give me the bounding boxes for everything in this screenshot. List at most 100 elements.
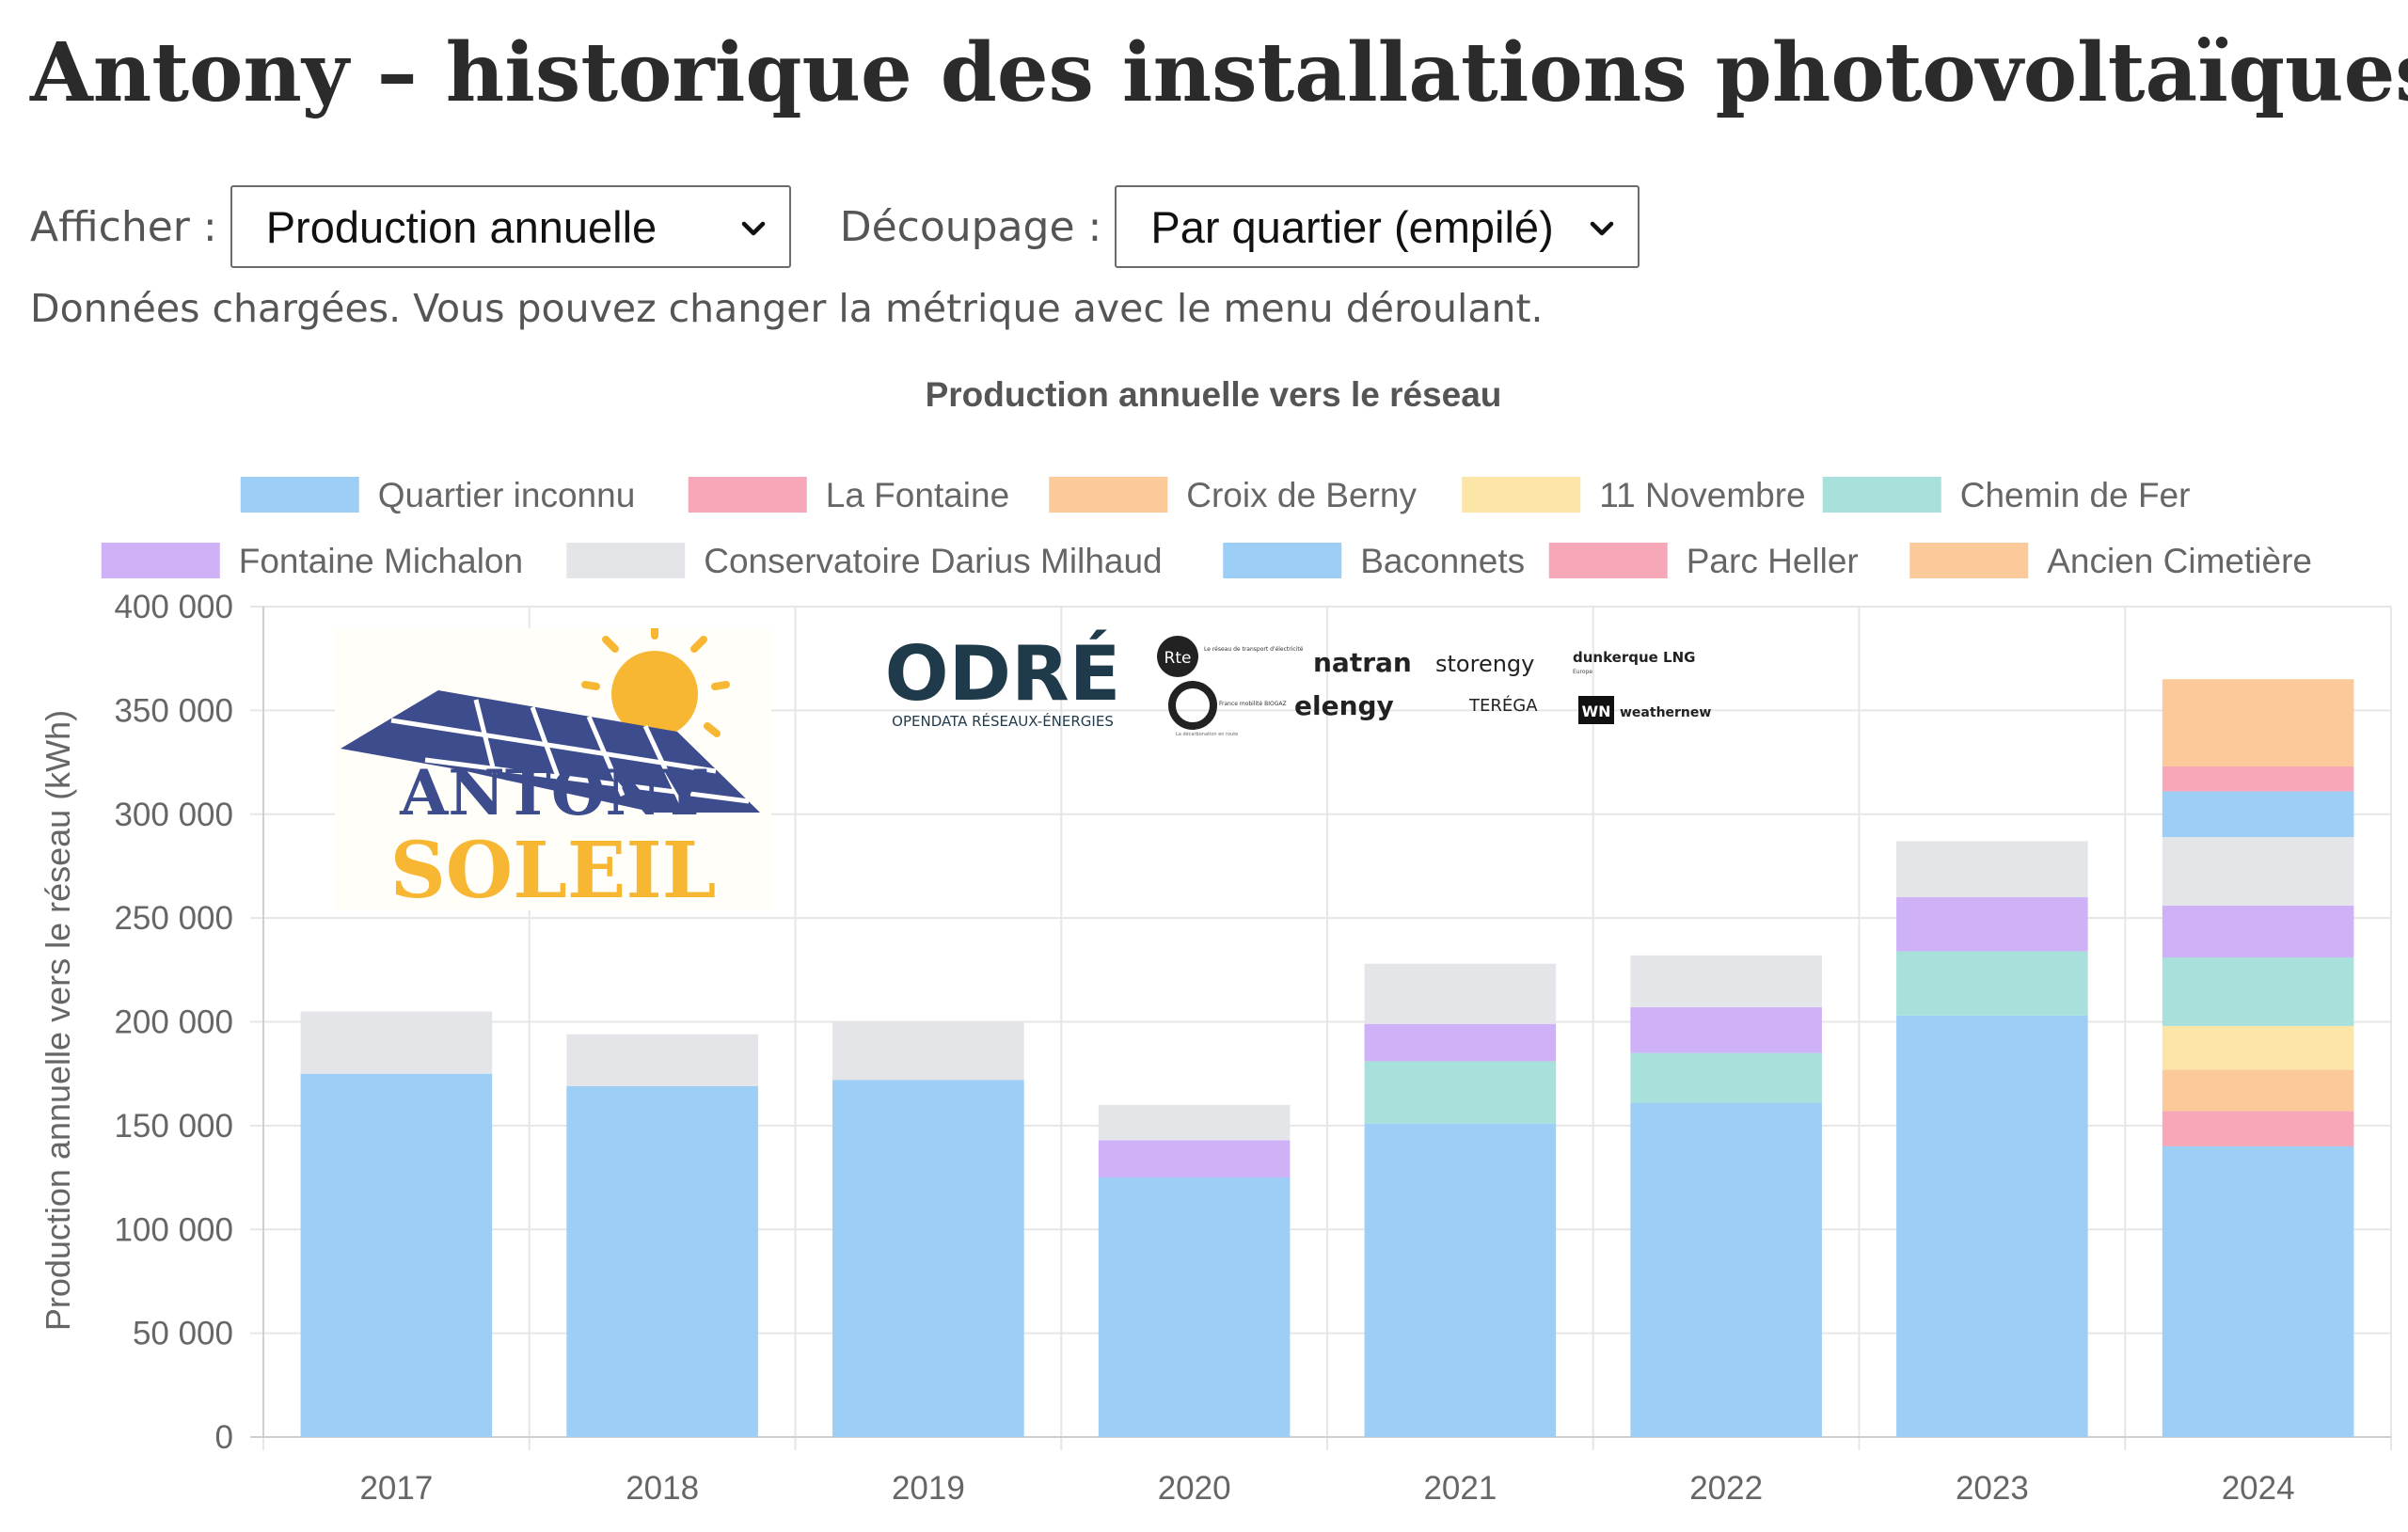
legend-swatch-croix-de-berny[interactable] [1049, 477, 1168, 513]
partner-logos: Rte Le réseau de transport d'électricité… [1157, 636, 1712, 737]
bar-2021-chemin-de-fer[interactable] [1364, 1061, 1557, 1124]
x-tick-label: 2023 [1956, 1470, 2029, 1507]
rte-tagline: Le réseau de transport d'électricité [1204, 646, 1304, 653]
chart-legend: Quartier inconnu La Fontaine Croix de Bern… [101, 476, 2312, 580]
legend-swatch-chemin-de-fer[interactable] [1822, 477, 1941, 513]
bar-2020-fontaine-michalon[interactable] [1098, 1140, 1291, 1178]
bar-2021-fontaine-michalon[interactable] [1364, 1023, 1557, 1062]
bar-2020-quartier-inconnu[interactable] [1098, 1177, 1291, 1437]
x-tick-label: 2021 [1423, 1470, 1497, 1507]
split-select-value: Par quartier (empilé) [1150, 201, 1554, 252]
dunkerque-lng-logo: dunkerque LNG [1573, 649, 1695, 666]
split-label: Découpage : [839, 202, 1102, 251]
y-tick-label: 300 000 [114, 797, 233, 833]
odre-subtitle: OPENDATA RÉSEAUX-ÉNERGIES [892, 712, 1114, 730]
bar-2023-conservatoire-darius-milhaud[interactable] [1896, 841, 2088, 898]
legend-swatch-ancien-cimetiere[interactable] [1909, 543, 2029, 578]
y-tick-label: 100 000 [114, 1211, 233, 1248]
logo-line-soleil: SOLEIL [390, 826, 717, 910]
bar-2017-quartier-inconnu[interactable] [300, 1073, 493, 1437]
weathernews-badge: WN [1581, 703, 1610, 720]
legend-label-ancien-cimetiere[interactable]: Ancien Cimetière [2047, 542, 2312, 580]
bar-2024-11-novembre[interactable] [2162, 1025, 2354, 1070]
bar-2017-conservatoire-darius-milhaud[interactable] [300, 1011, 493, 1074]
legend-label-croix-de-berny[interactable]: Croix de Berny [1186, 476, 1417, 514]
y-axis-label: Production annuelle vers le réseau (kWh) [39, 710, 77, 1331]
terega-logo: TERÉGA [1468, 695, 1538, 716]
bar-2019-quartier-inconnu[interactable] [832, 1080, 1024, 1437]
y-tick-label: 350 000 [114, 692, 233, 729]
legend-label-11-novembre[interactable]: 11 Novembre [1599, 476, 1805, 514]
y-axis-ticks: 0 50 000 100 000 150 000 200 000 250 000 300 0… [114, 589, 233, 1456]
y-tick-label: 50 000 [133, 1316, 233, 1352]
antony-soleil-logo: ANTONY SOLEIL [335, 628, 771, 910]
bar-2024-conservatoire-darius-milhaud[interactable] [2162, 837, 2354, 906]
bar-2024-croix-de-berny[interactable] [2162, 1069, 2354, 1112]
legend-swatch-parc-heller[interactable] [1548, 543, 1668, 578]
chart-title: Production annuelle vers le réseau [926, 375, 1502, 414]
bar-2023-quartier-inconnu[interactable] [1896, 1015, 2088, 1437]
legend-swatch-quartier-inconnu[interactable] [240, 477, 359, 513]
bar-2021-conservatoire-darius-milhaud[interactable] [1364, 963, 1557, 1024]
bar-2023-chemin-de-fer[interactable] [1896, 951, 2088, 1016]
x-tick-label: 2022 [1689, 1470, 1763, 1507]
x-axis-ticks: 2017 2018 2019 2020 2021 2022 2023 2024 [359, 1470, 2294, 1507]
chevron-down-icon [1591, 221, 1614, 236]
legend-label-conservatoire-darius-milhaud[interactable]: Conservatoire Darius Milhaud [704, 542, 1162, 580]
stacked-bar-chart: Production annuelle vers le réseau Quart… [39, 375, 2392, 1507]
bar-2018-quartier-inconnu[interactable] [566, 1085, 758, 1437]
y-tick-label: 150 000 [114, 1108, 233, 1145]
bar-2022-chemin-de-fer[interactable] [1630, 1052, 1822, 1103]
odre-logo: ODRÉ OPENDATA RÉSEAUX-ÉNERGIES [888, 629, 1119, 730]
metric-select-value: Production annuelle [265, 201, 657, 252]
x-tick-label: 2017 [359, 1470, 433, 1507]
controls-bar: Afficher : Production annuelle Découpage… [30, 184, 1640, 269]
bar-2024-la-fontaine[interactable] [2162, 1111, 2354, 1146]
elengy-logo: elengy [1294, 690, 1394, 721]
bar-2024-baconnets[interactable] [2162, 791, 2354, 838]
metric-select[interactable]: Production annuelle [230, 185, 791, 268]
bar-2020-conservatoire-darius-milhaud[interactable] [1098, 1104, 1291, 1141]
y-tick-label: 400 000 [114, 589, 233, 625]
bar-2024-parc-heller[interactable] [2162, 766, 2354, 792]
page-title: Antony – historique des installations ph… [30, 25, 2408, 120]
legend-label-quartier-inconnu[interactable]: Quartier inconnu [378, 476, 636, 514]
bar-2022-conservatoire-darius-milhaud[interactable] [1630, 955, 1822, 1008]
bar-2021-quartier-inconnu[interactable] [1364, 1123, 1557, 1437]
x-tick-label: 2019 [892, 1470, 965, 1507]
bar-2024-ancien-cimetiere[interactable] [2162, 679, 2354, 766]
bar-2019-conservatoire-darius-milhaud[interactable] [832, 1021, 1024, 1081]
legend-label-baconnets[interactable]: Baconnets [1360, 542, 1525, 580]
weathernews-badge-icon [1578, 696, 1614, 724]
legend-label-la-fontaine[interactable]: La Fontaine [826, 476, 1009, 514]
odre-name: ODRÉ [888, 629, 1119, 718]
biogaz-subline: La décarbonation en route [1176, 731, 1238, 737]
sun-icon [581, 628, 730, 737]
legend-swatch-11-novembre[interactable] [1462, 477, 1581, 513]
bar-2024-fontaine-michalon[interactable] [2162, 905, 2354, 958]
bar-2024-chemin-de-fer[interactable] [2162, 957, 2354, 1026]
legend-swatch-fontaine-michalon[interactable] [101, 543, 220, 578]
legend-swatch-baconnets[interactable] [1223, 543, 1342, 578]
dunkerque-lng-region: Europe [1573, 669, 1592, 675]
bar-2024-quartier-inconnu[interactable] [2162, 1145, 2354, 1437]
split-select[interactable]: Par quartier (empilé) [1115, 185, 1640, 268]
legend-label-chemin-de-fer[interactable]: Chemin de Fer [1960, 476, 2191, 514]
legend-label-fontaine-michalon[interactable]: Fontaine Michalon [239, 542, 523, 580]
rte-logo-icon: Rte Le réseau de transport d'électricité… [1157, 636, 1304, 737]
bar-2023-fontaine-michalon[interactable] [1896, 897, 2088, 952]
legend-label-parc-heller[interactable]: Parc Heller [1687, 542, 1859, 580]
logo-line-antony: ANTONY [399, 756, 706, 829]
y-tick-label: 0 [215, 1419, 233, 1456]
x-tick-label: 2018 [626, 1470, 699, 1507]
bar-2022-fontaine-michalon[interactable] [1630, 1007, 1822, 1053]
legend-swatch-conservatoire-darius-milhaud[interactable] [566, 543, 686, 578]
weathernews-logo: weathernews [1620, 705, 1712, 720]
natran-logo: natran [1313, 647, 1412, 678]
legend-swatch-la-fontaine[interactable] [688, 477, 807, 513]
x-tick-label: 2024 [2222, 1470, 2295, 1507]
bar-2022-quartier-inconnu[interactable] [1630, 1102, 1822, 1437]
storengy-logo: storengy [1435, 651, 1534, 677]
chart-bars [300, 679, 2354, 1437]
bar-2018-conservatoire-darius-milhaud[interactable] [566, 1034, 758, 1086]
